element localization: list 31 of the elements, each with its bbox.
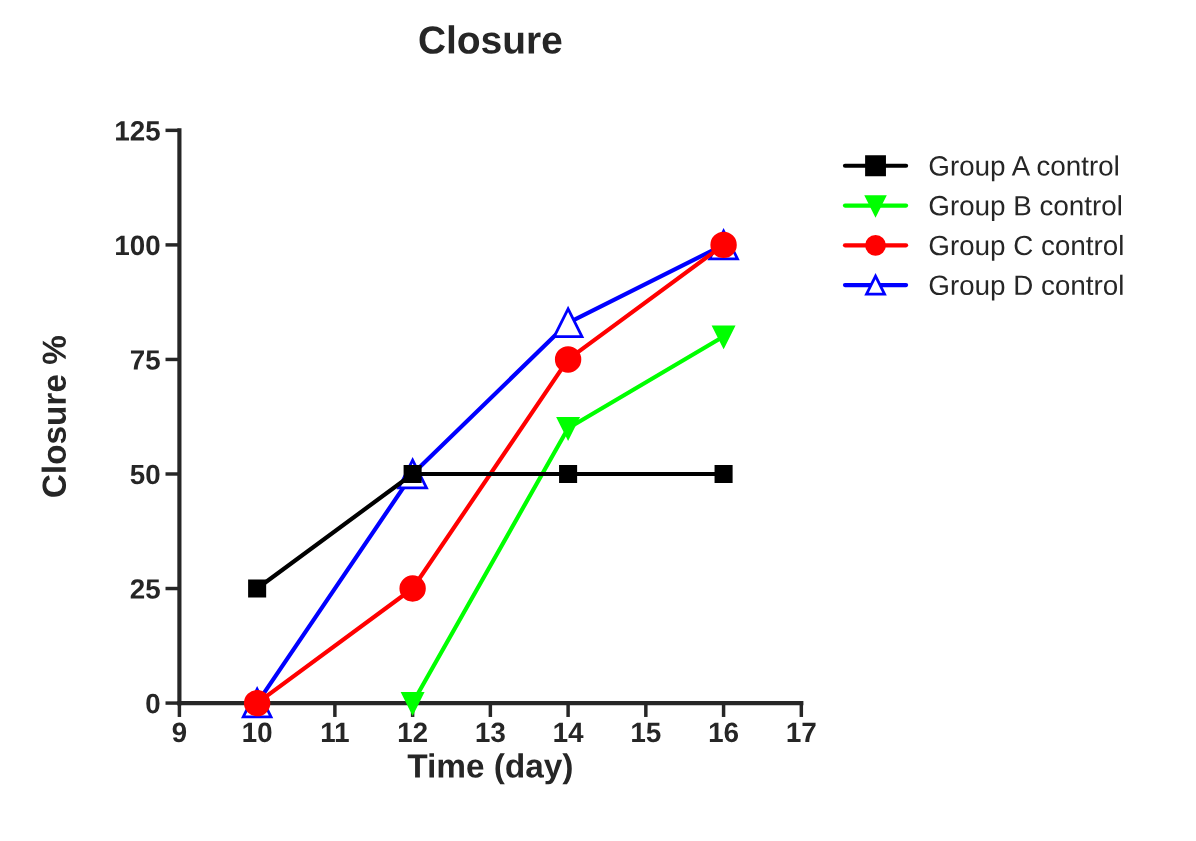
- x-tick-label: 16: [709, 722, 739, 743]
- x-axis-title: Time (day): [407, 753, 572, 785]
- x-tick-label: 13: [476, 722, 505, 743]
- y-tick-label: 50: [130, 464, 160, 485]
- point: [554, 346, 582, 373]
- legend-label: Group B control: [929, 195, 1121, 222]
- point: [399, 575, 426, 602]
- point: [714, 464, 733, 484]
- point: [559, 464, 578, 484]
- x-tick-label: 9: [172, 722, 187, 743]
- legend-label: Group D control: [929, 274, 1123, 301]
- legend-label: Group C control: [929, 234, 1123, 261]
- x-tick-label: 12: [398, 722, 427, 742]
- y-tick-label: 75: [130, 350, 160, 370]
- x-tick-label: 15: [632, 722, 661, 743]
- x-tick-label: 17: [787, 722, 816, 742]
- y-tick-label: 125: [116, 121, 160, 141]
- point: [712, 325, 735, 348]
- point: [401, 691, 424, 715]
- point: [556, 417, 580, 440]
- y-tick-label: 100: [116, 235, 160, 256]
- x-tick-label: 14: [554, 722, 584, 742]
- y-axis-title: Closure %: [41, 336, 67, 497]
- legend-label: Group A control: [929, 155, 1118, 182]
- point: [248, 579, 267, 598]
- y-tick-label: 25: [130, 579, 160, 599]
- point: [552, 305, 585, 339]
- chart-title: Closure: [419, 25, 562, 54]
- x-tick-label: 11: [321, 722, 349, 742]
- y-tick-label: 0: [146, 693, 160, 714]
- x-tick-label: 10: [243, 722, 272, 743]
